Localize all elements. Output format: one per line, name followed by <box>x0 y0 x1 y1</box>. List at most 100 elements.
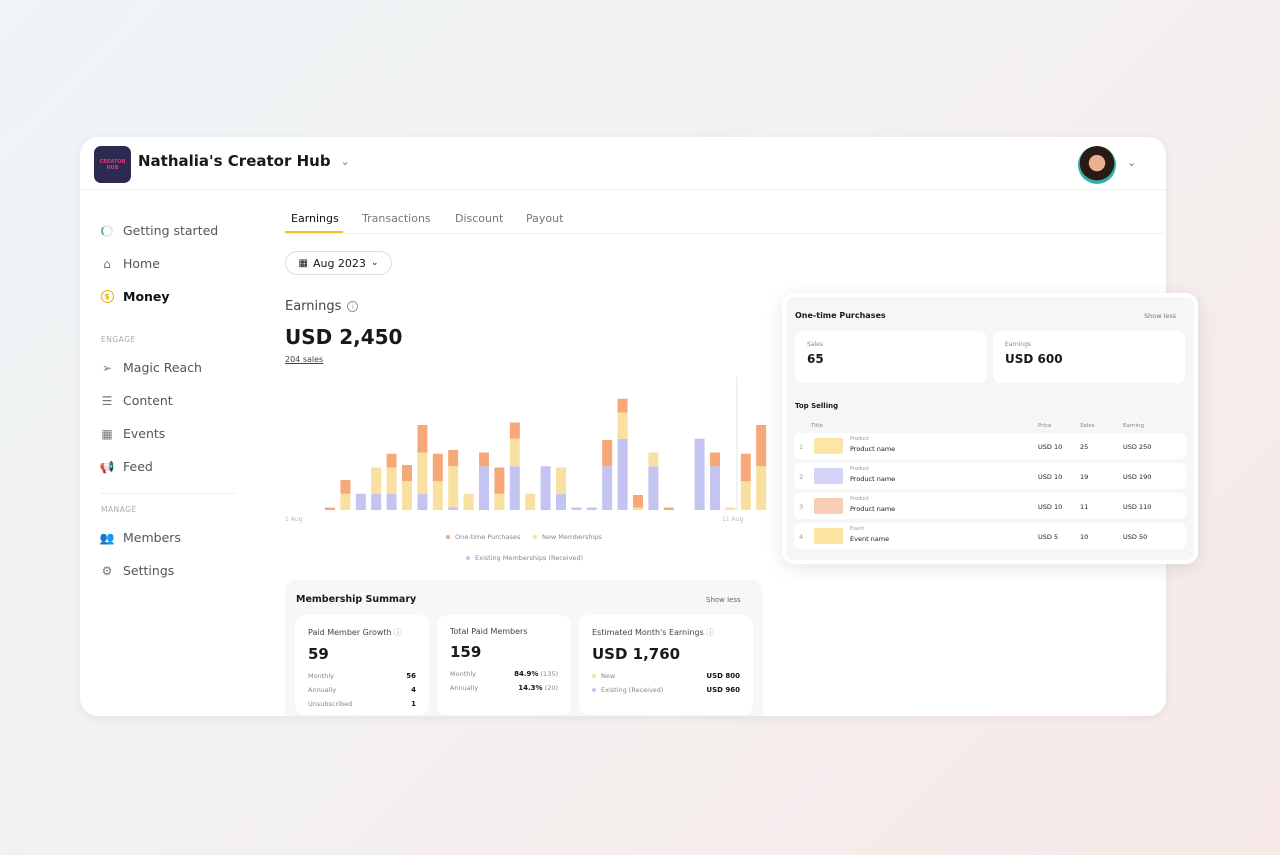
bar-segment[interactable] <box>417 425 428 453</box>
table-row[interactable]: 2 Product Product name USD 10 19 USD 190 <box>794 463 1186 489</box>
bar-segment[interactable] <box>556 493 566 510</box>
bar-segment[interactable] <box>448 466 459 508</box>
bar-segment[interactable] <box>540 466 551 510</box>
megaphone-icon: 📢 <box>99 459 115 474</box>
bar-segment[interactable] <box>417 493 428 510</box>
community-logo[interactable]: CREATOR HUB <box>94 146 131 183</box>
show-less-button[interactable]: Show less <box>1144 312 1177 320</box>
item-earning: USD 110 <box>1123 503 1152 511</box>
chevron-down-icon[interactable]: ⌄ <box>340 154 350 168</box>
date-filter-button[interactable]: ▦ Aug 2023 ⌄ <box>285 251 392 275</box>
bar-segment[interactable] <box>710 466 720 510</box>
bar-segment[interactable] <box>386 453 397 468</box>
bar-segment[interactable] <box>740 453 751 482</box>
bar-segment[interactable] <box>602 440 613 467</box>
bar-segment[interactable] <box>386 467 397 494</box>
info-icon[interactable]: i <box>347 301 359 312</box>
community-switcher[interactable]: Nathalia's Creator Hub ⌄ <box>138 152 350 170</box>
bar-segment[interactable] <box>633 507 643 511</box>
bar-segment[interactable] <box>633 495 643 508</box>
chevron-down-icon[interactable]: ⌄ <box>1127 156 1137 169</box>
sidebar-item-events[interactable]: ▦ Events <box>100 426 165 441</box>
bar-segment[interactable] <box>417 452 428 494</box>
table-row[interactable]: 3 Product Product name USD 10 11 USD 110 <box>794 493 1186 519</box>
item-sales: 19 <box>1080 473 1089 481</box>
bar-segment[interactable] <box>463 493 474 510</box>
bar-segment[interactable] <box>586 507 597 511</box>
bar-segment[interactable] <box>494 493 505 510</box>
community-title[interactable]: Nathalia's Creator Hub <box>138 152 331 170</box>
bar-segment[interactable] <box>386 493 397 510</box>
row-label: Monthly <box>308 672 335 680</box>
bar-segment[interactable] <box>371 493 382 510</box>
bar-segment[interactable] <box>617 398 628 413</box>
tab-transactions[interactable]: Transactions <box>362 212 431 225</box>
table-row[interactable]: 1 Product Product name USD 10 25 USD 250 <box>794 433 1186 459</box>
sidebar-item-magic-reach[interactable]: ➢ Magic Reach <box>100 360 202 375</box>
bar-segment[interactable] <box>648 452 659 467</box>
calendar-icon: ▦ <box>101 426 113 441</box>
bar-segment[interactable] <box>663 507 674 511</box>
bar-segment[interactable] <box>448 450 459 467</box>
legend-item[interactable]: Existing Memberships (Received) <box>466 554 583 562</box>
bar-segment[interactable] <box>571 507 582 511</box>
bar-segment[interactable] <box>617 412 628 439</box>
bar-segment[interactable] <box>509 438 520 467</box>
bar-segment[interactable] <box>617 438 628 510</box>
bar-segment[interactable] <box>479 452 489 467</box>
item-thumbnail <box>814 438 843 454</box>
legend-item[interactable]: New Memberships <box>533 533 602 541</box>
bar-segment[interactable] <box>725 507 736 511</box>
active-tab-indicator <box>285 231 343 233</box>
bar-segment[interactable] <box>402 481 412 510</box>
bar-segment[interactable] <box>740 481 751 510</box>
show-less-button[interactable]: Show less <box>706 596 741 604</box>
bar-segment[interactable] <box>756 425 767 467</box>
tab-payout[interactable]: Payout <box>526 212 564 225</box>
avatar[interactable] <box>1078 146 1116 184</box>
bar-segment[interactable] <box>648 466 659 510</box>
sidebar-item-members[interactable]: 👥 Members <box>100 530 181 545</box>
bar-segment[interactable] <box>602 466 613 510</box>
bar-segment[interactable] <box>494 467 505 494</box>
bar-segment[interactable] <box>509 466 520 510</box>
row-value: 1 <box>411 700 416 708</box>
paid-member-growth-card: Paid Member Growth ⓘ 59 Monthly 56 Annual… <box>295 615 429 715</box>
row-value: 4 <box>411 686 416 694</box>
info-icon[interactable]: ⓘ <box>394 628 403 637</box>
item-price: USD 5 <box>1038 533 1059 541</box>
bar-segment[interactable] <box>756 466 767 510</box>
legend-item[interactable]: One-time Purchases <box>446 533 520 541</box>
info-icon[interactable]: ⓘ <box>706 628 715 637</box>
stack-icon: ☰ <box>101 393 113 408</box>
tab-earnings[interactable]: Earnings <box>291 212 339 225</box>
sidebar-item-content[interactable]: ☰ Content <box>100 393 173 408</box>
bar-segment[interactable] <box>325 507 335 511</box>
bar-segment[interactable] <box>371 467 382 494</box>
sidebar-item-home[interactable]: ⌂ Home <box>100 256 160 271</box>
sidebar-item-feed[interactable]: 📢 Feed <box>100 459 153 474</box>
bar-segment[interactable] <box>448 507 459 511</box>
table-row[interactable]: 4 Event Event name USD 5 10 USD 50 <box>794 523 1186 549</box>
bar-segment[interactable] <box>340 493 351 510</box>
tab-divider <box>285 233 1165 234</box>
bar-segment[interactable] <box>355 493 366 510</box>
card-value: 159 <box>450 643 482 661</box>
sidebar-item-settings[interactable]: ⚙ Settings <box>100 563 175 578</box>
tab-discount[interactable]: Discount <box>455 212 504 225</box>
legend-label: One-time Purchases <box>455 533 521 541</box>
sidebar-item-getting-started[interactable]: Getting started <box>100 223 218 238</box>
earnings-card: Earnings USD 600 <box>993 331 1185 383</box>
sales-link[interactable]: 204 sales <box>285 355 324 364</box>
bar-segment[interactable] <box>340 480 351 494</box>
sidebar-item-money[interactable]: $ Money <box>100 289 170 304</box>
bar-segment[interactable] <box>509 422 520 439</box>
bar-segment[interactable] <box>525 493 536 510</box>
bar-segment[interactable] <box>694 438 705 510</box>
bar-segment[interactable] <box>402 465 412 482</box>
bar-segment[interactable] <box>432 453 443 482</box>
bar-segment[interactable] <box>556 467 566 494</box>
bar-segment[interactable] <box>479 466 489 510</box>
bar-segment[interactable] <box>432 481 443 510</box>
bar-segment[interactable] <box>710 452 720 467</box>
